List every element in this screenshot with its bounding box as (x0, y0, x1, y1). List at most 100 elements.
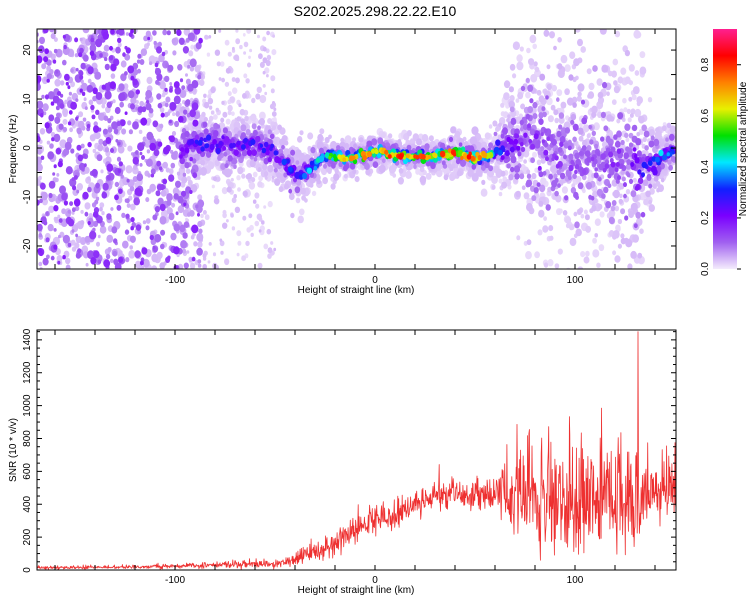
snr-line (37, 331, 676, 570)
spectrogram-blob (655, 127, 660, 133)
spectrogram-blob (366, 140, 373, 148)
spectrogram-blob (318, 155, 325, 163)
spectrogram-blob (224, 168, 232, 178)
spectrogram-blob (540, 157, 546, 164)
spectrogram-blob (623, 182, 627, 188)
spectrogram-blob (52, 172, 56, 176)
spectrogram-blob (374, 148, 379, 155)
spectrogram-blob (625, 137, 630, 142)
spectrogram-blob (169, 82, 173, 86)
spectrogram-blob (266, 30, 270, 36)
spectrogram-blob (82, 117, 87, 122)
spectrogram-blob (517, 91, 524, 100)
spectrogram-blob (145, 158, 153, 167)
spectrogram-blob (39, 266, 43, 269)
spectrogram-blob (570, 187, 577, 194)
spectrogram-blob (471, 173, 479, 182)
spectrogram-blob (630, 108, 636, 115)
spectrogram-blob (626, 108, 632, 115)
spectrogram-blob (56, 173, 60, 177)
spectrogram-blob (497, 149, 503, 156)
spectrogram-blob (75, 116, 79, 121)
spectrogram-blob (49, 69, 54, 75)
spectrogram-blob (62, 59, 67, 66)
spectrogram-blob (667, 159, 672, 165)
spectrogram-blob (594, 218, 601, 226)
spectrogram-blob (62, 118, 68, 125)
y-tick-label: 20 (22, 44, 33, 56)
spectrogram-blob (237, 187, 241, 192)
spectrogram-blob (89, 134, 96, 142)
spectrogram-blob (635, 211, 641, 219)
spectrogram-blob (488, 124, 493, 129)
spectrogram-blob (354, 176, 360, 183)
spectrogram-blob (185, 99, 191, 106)
spectrogram-blob (271, 178, 275, 183)
spectrogram-blob (197, 199, 205, 208)
spectrogram-blob (266, 74, 269, 78)
spectrogram-blob (67, 121, 72, 126)
spectrogram-blob (454, 130, 461, 138)
spectrogram-blob (581, 117, 588, 125)
spectrogram-blob (121, 128, 127, 135)
spectrogram-blob (381, 132, 386, 138)
spectrogram-blob (536, 182, 541, 188)
spectrogram-blob (199, 79, 205, 86)
spectrogram-blob (178, 37, 185, 45)
spectrogram-blob (235, 29, 239, 33)
spectrogram-blob (640, 211, 646, 218)
spectrogram-blob (609, 270, 613, 275)
spectrogram-blob (118, 92, 126, 102)
spectrogram-blob (547, 259, 554, 267)
spectrogram-blob (106, 175, 111, 181)
spectrogram-blob (271, 175, 275, 180)
spectrogram-blob (650, 135, 655, 141)
spectrogram-blob (139, 100, 145, 107)
spectrogram-blob (55, 70, 59, 74)
spectrogram-blob (196, 247, 203, 256)
spectrogram-blob (153, 40, 157, 46)
spectrogram-blob (99, 206, 103, 212)
spectrogram-blob (78, 162, 86, 171)
spectrogram-blob (124, 71, 128, 76)
spectrogram-blob (204, 143, 209, 149)
spectrogram-blob (645, 150, 649, 156)
spectrogram-blob (132, 78, 138, 86)
spectrogram-blob (212, 252, 217, 257)
spectrogram-blob (547, 115, 554, 123)
spectrogram-blob (116, 120, 121, 127)
spectrogram-blob (179, 78, 184, 83)
spectrogram-blob (199, 167, 208, 176)
spectrogram-blob (503, 80, 511, 89)
spectrogram-blob (594, 296, 599, 303)
spectrogram-blob (125, 213, 130, 219)
spectrogram-blob (372, 161, 379, 169)
spectrogram-blob (118, 256, 124, 263)
spectrogram-blob (631, 94, 637, 101)
spectrogram-blob (597, 177, 602, 182)
spectrogram-blob (538, 112, 544, 119)
spectrogram-blob (421, 134, 429, 142)
spectrogram-blob (269, 103, 275, 110)
spectrogram-blob (214, 198, 220, 205)
spectrogram-blob (137, 142, 145, 152)
spectrogram-blob (76, 189, 80, 194)
spectrogram-blob (456, 170, 462, 177)
spectrogram-blob (509, 146, 515, 153)
spectrogram-blob (263, 205, 267, 209)
spectrogram-blob (569, 237, 577, 247)
spectrogram-blob (519, 173, 525, 180)
spectrogram-blob (59, 185, 66, 194)
spectrogram-blob (176, 29, 182, 36)
spectrogram-blob (471, 126, 479, 135)
spectrogram-blob (106, 234, 114, 243)
spectrogram-blob (572, 76, 577, 83)
spectrogram-blob (190, 234, 195, 240)
spectrogram-blob (290, 212, 295, 219)
spectrogram-blob (592, 65, 598, 72)
spectrogram-blob (53, 37, 58, 42)
spectrogram-blob (362, 155, 367, 161)
spectrogram-blob (600, 153, 607, 160)
spectrogram-blob (37, 199, 40, 206)
spectrogram-blob (52, 95, 60, 104)
